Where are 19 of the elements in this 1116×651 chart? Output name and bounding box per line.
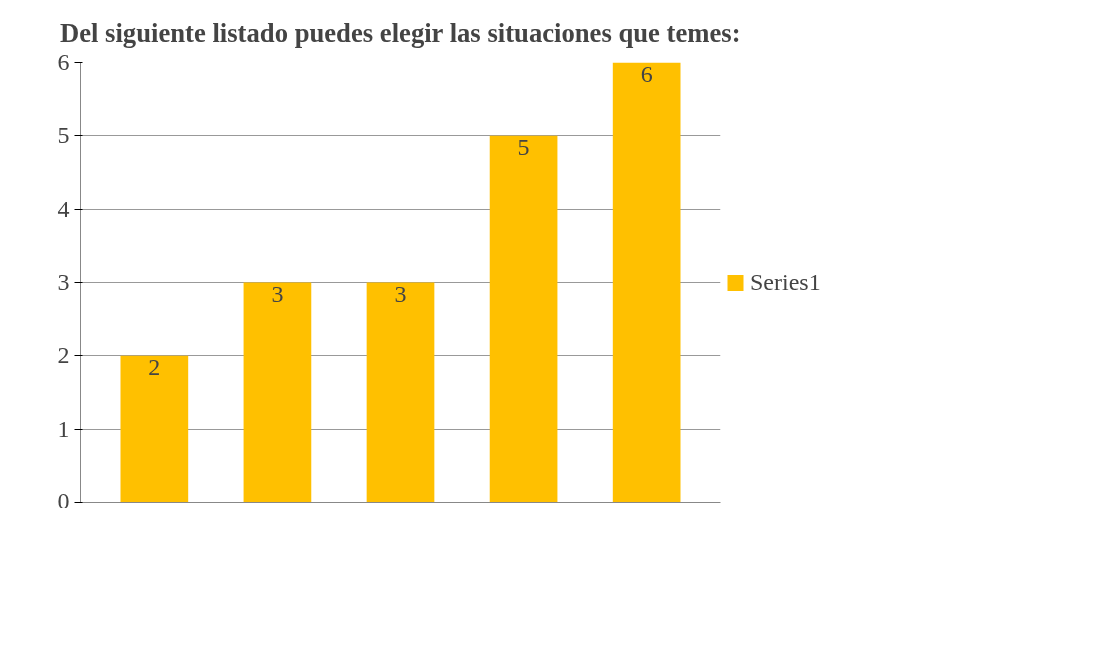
- y-tick-label: 3: [57, 269, 70, 295]
- y-tick-label: 0: [57, 487, 70, 514]
- bar: [612, 62, 681, 503]
- y-tick-label: 1: [57, 415, 70, 442]
- data-label: 3: [271, 280, 284, 307]
- legend-label: Series1: [750, 268, 821, 296]
- bar: [243, 282, 312, 503]
- data-label: 2: [148, 353, 161, 380]
- data-label: 6: [640, 60, 653, 87]
- y-tick-label: 4: [57, 195, 70, 222]
- bar: [120, 355, 189, 503]
- data-label: 3: [394, 280, 407, 307]
- chart-title: Del siguiente listado puedes elegir las situaciones que temes:: [59, 17, 741, 48]
- data-label: 5: [517, 133, 530, 160]
- bar: [366, 282, 435, 503]
- y-tick-label: 5: [57, 122, 70, 149]
- y-tick-label: 2: [57, 342, 70, 369]
- bar: [489, 135, 558, 503]
- y-tick-label: 6: [57, 49, 70, 75]
